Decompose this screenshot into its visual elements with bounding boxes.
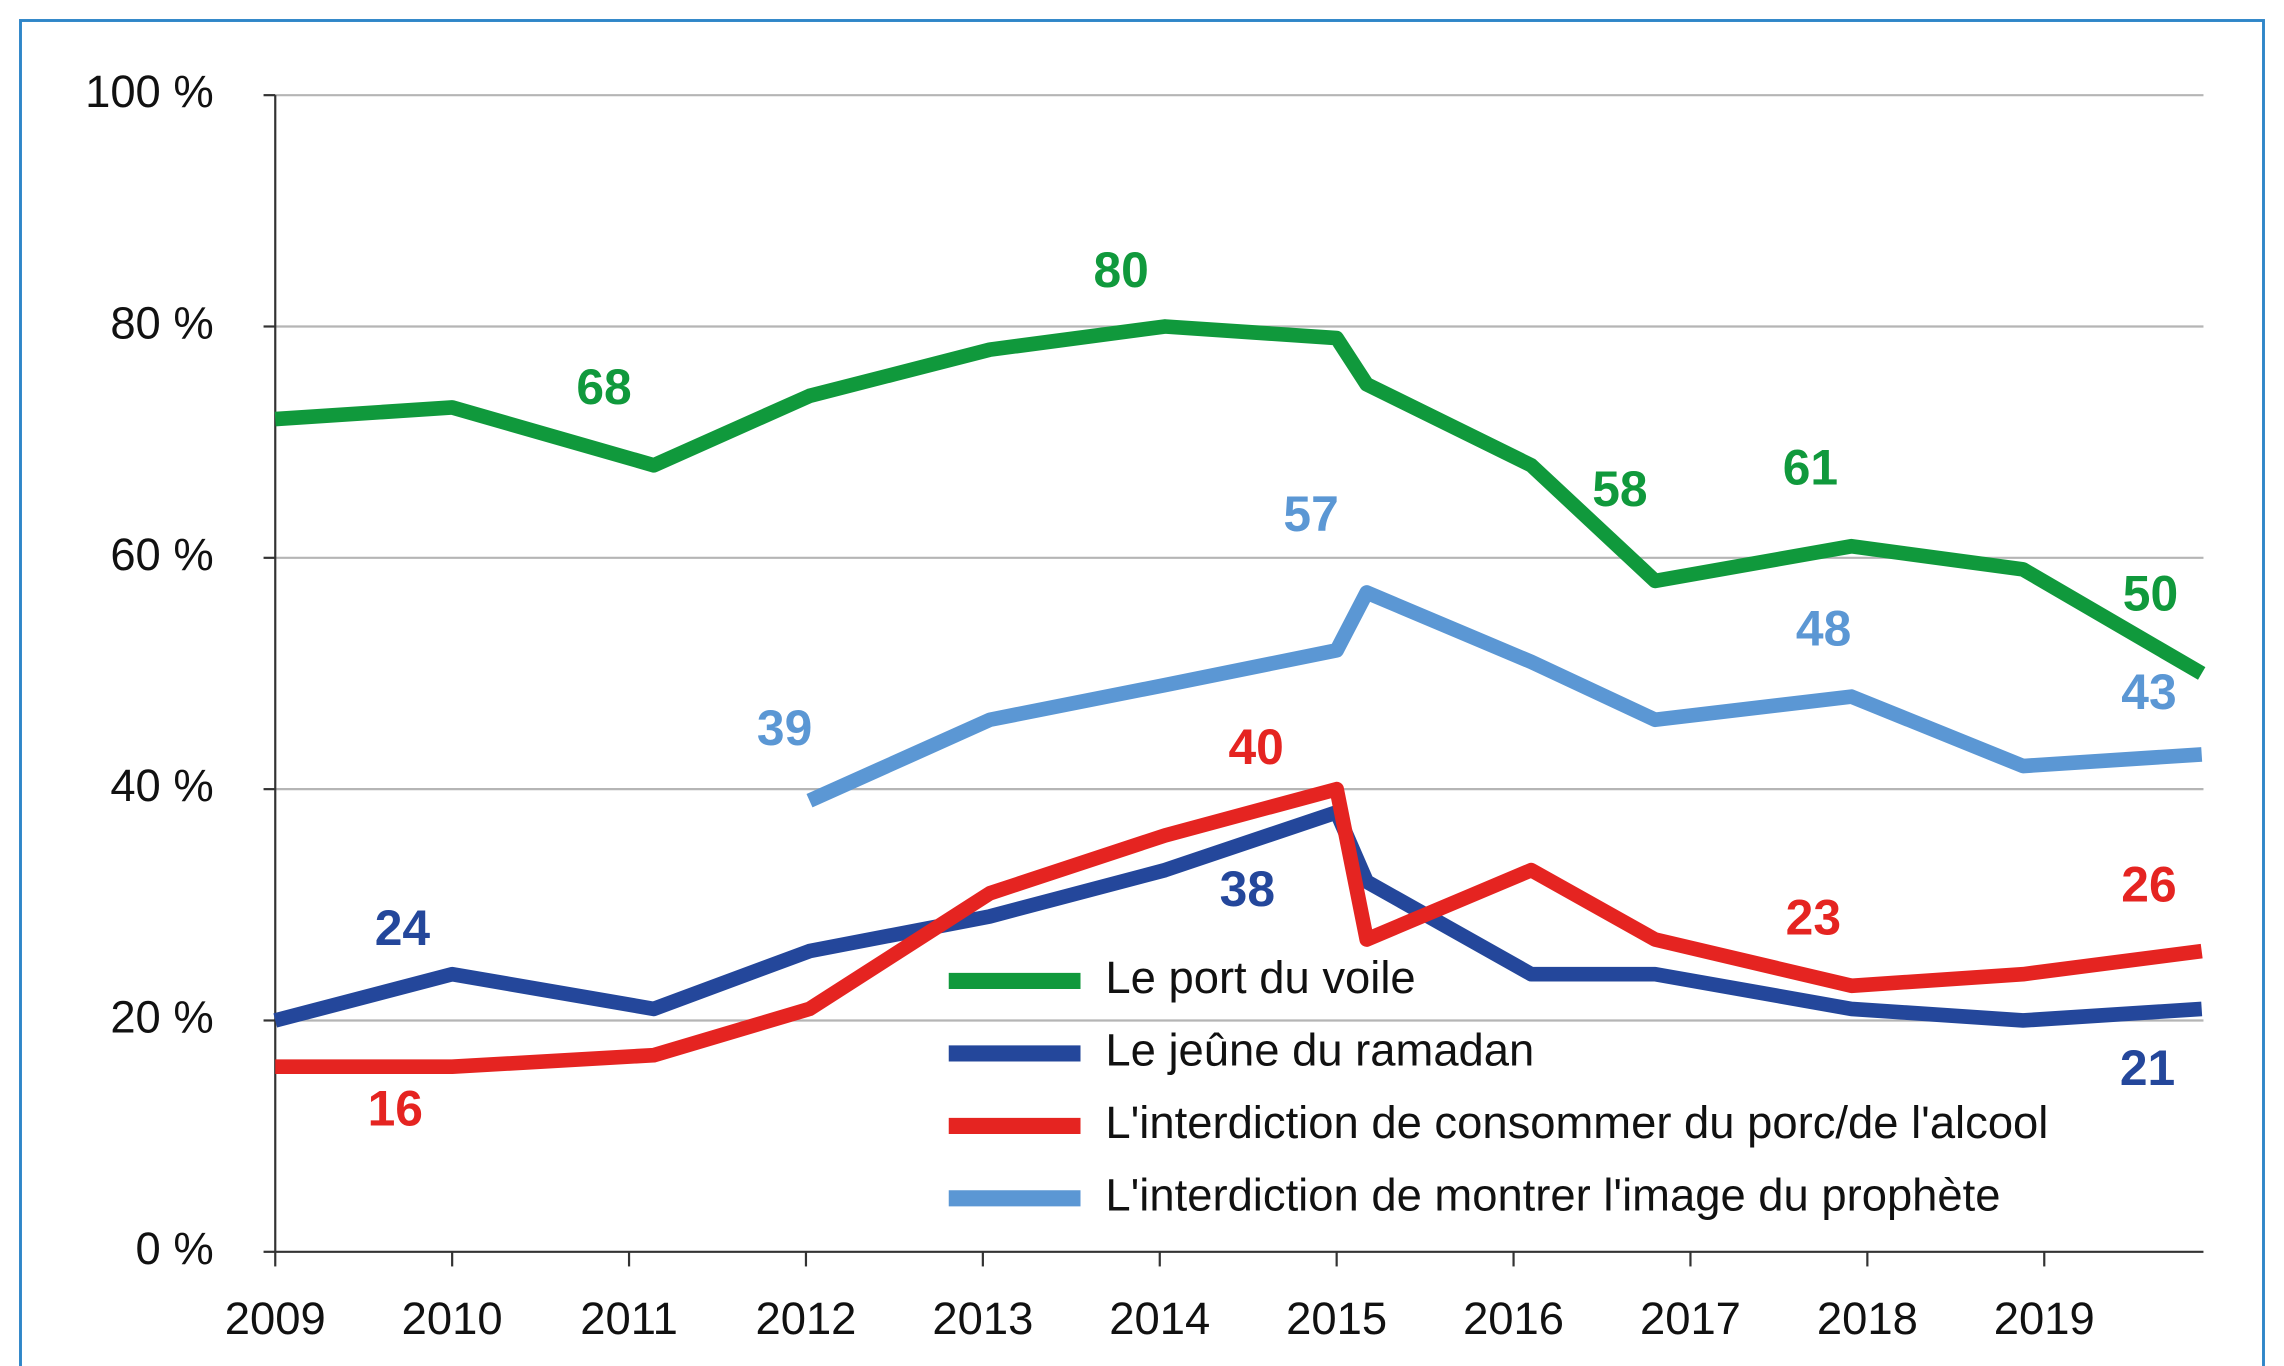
x-tick-label: 2019	[1994, 1293, 2095, 1344]
y-tick-label: 80 %	[110, 297, 213, 348]
y-tick-label: 0 %	[136, 1223, 214, 1274]
value-label: 21	[2120, 1040, 2175, 1096]
value-label: 80	[1093, 242, 1148, 298]
value-label: 26	[2121, 856, 2176, 912]
legend-text: L'interdiction de consommer du porc/de l…	[1105, 1097, 2048, 1148]
x-tick-label: 2018	[1817, 1293, 1918, 1344]
value-label: 58	[1592, 461, 1647, 517]
value-label: 57	[1283, 486, 1338, 542]
x-tick-label: 2017	[1640, 1293, 1741, 1344]
x-tick-label: 2009	[225, 1293, 326, 1344]
x-tick-label: 2010	[402, 1293, 503, 1344]
value-label: 68	[576, 359, 631, 415]
series-line	[274, 319, 2206, 680]
value-label: 39	[757, 700, 812, 756]
legend-text: Le jeûne du ramadan	[1105, 1024, 1534, 1075]
value-label: 50	[2123, 565, 2178, 621]
value-label: 61	[1783, 440, 1838, 496]
legend-text: L'interdiction de montrer l'image du pro…	[1105, 1169, 2000, 1220]
value-label: 16	[368, 1080, 423, 1136]
series-line	[275, 781, 2203, 1075]
x-tick-label: 2016	[1463, 1293, 1564, 1344]
value-label: 40	[1228, 719, 1283, 775]
x-tick-label: 2013	[932, 1293, 1033, 1344]
value-label: 24	[375, 900, 431, 956]
y-tick-label: 100 %	[85, 66, 214, 117]
series-line	[806, 585, 2203, 808]
y-tick-label: 40 %	[110, 760, 213, 811]
legend-text: Le port du voile	[1105, 952, 1415, 1003]
value-label: 23	[1786, 889, 1841, 945]
frame	[19, 19, 2265, 1366]
value-label: 43	[2121, 664, 2176, 720]
x-tick-label: 2011	[580, 1293, 678, 1344]
x-tick-label: 2015	[1286, 1293, 1387, 1344]
x-tick-label: 2014	[1109, 1293, 1210, 1344]
y-tick-label: 20 %	[110, 991, 213, 1042]
value-label: 48	[1796, 600, 1851, 656]
y-tick-label: 60 %	[110, 529, 213, 580]
x-tick-label: 2012	[755, 1293, 856, 1344]
value-label: 38	[1220, 861, 1275, 917]
